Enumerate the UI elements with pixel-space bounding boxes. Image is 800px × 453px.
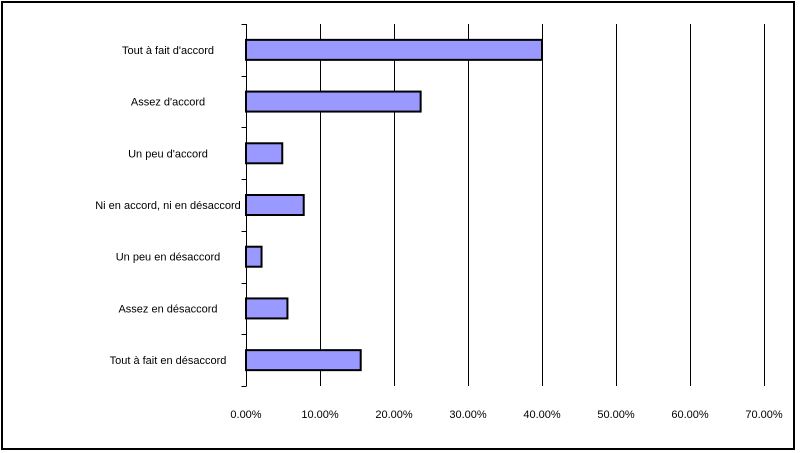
gridlines [320,24,765,386]
x-tick-label-5: 50.00% [597,409,635,421]
y-axis [241,24,247,387]
bars [245,38,543,372]
category-label-4: Un peu en désaccord [116,252,221,264]
x-tick-label-1: 10.00% [301,409,339,421]
bar-2 [245,142,284,165]
bar-4 [245,245,263,268]
category-label-5: Assez en désaccord [118,303,217,315]
bar-6 [245,349,362,372]
bar-1 [245,90,422,113]
x-tick-label-6: 60.00% [671,409,709,421]
x-tick-label-4: 40.00% [523,409,561,421]
category-label-1: Assez d'accord [131,97,205,109]
category-label-0: Tout à fait d'accord [122,45,214,57]
category-label-2: Un peu d'accord [128,148,208,160]
x-tick-label-3: 30.00% [449,409,487,421]
category-label-3: Ni en accord, ni en désaccord [95,200,241,212]
x-tick-label-2: 20.00% [375,409,413,421]
category-labels: Tout à fait d'accord Assez d'accord Un peu… [95,45,241,367]
bar-3 [245,194,305,216]
category-label-6: Tout à fait en désaccord [110,355,227,367]
bar-0 [245,38,543,61]
x-tick-label-0: 0.00% [230,409,261,421]
x-tick-labels: 0.00% 10.00% 20.00% 30.00% 40.00% 50.00% 60.00… [230,409,782,421]
bar-5 [245,297,289,320]
x-tick-label-7: 70.00% [745,409,783,421]
